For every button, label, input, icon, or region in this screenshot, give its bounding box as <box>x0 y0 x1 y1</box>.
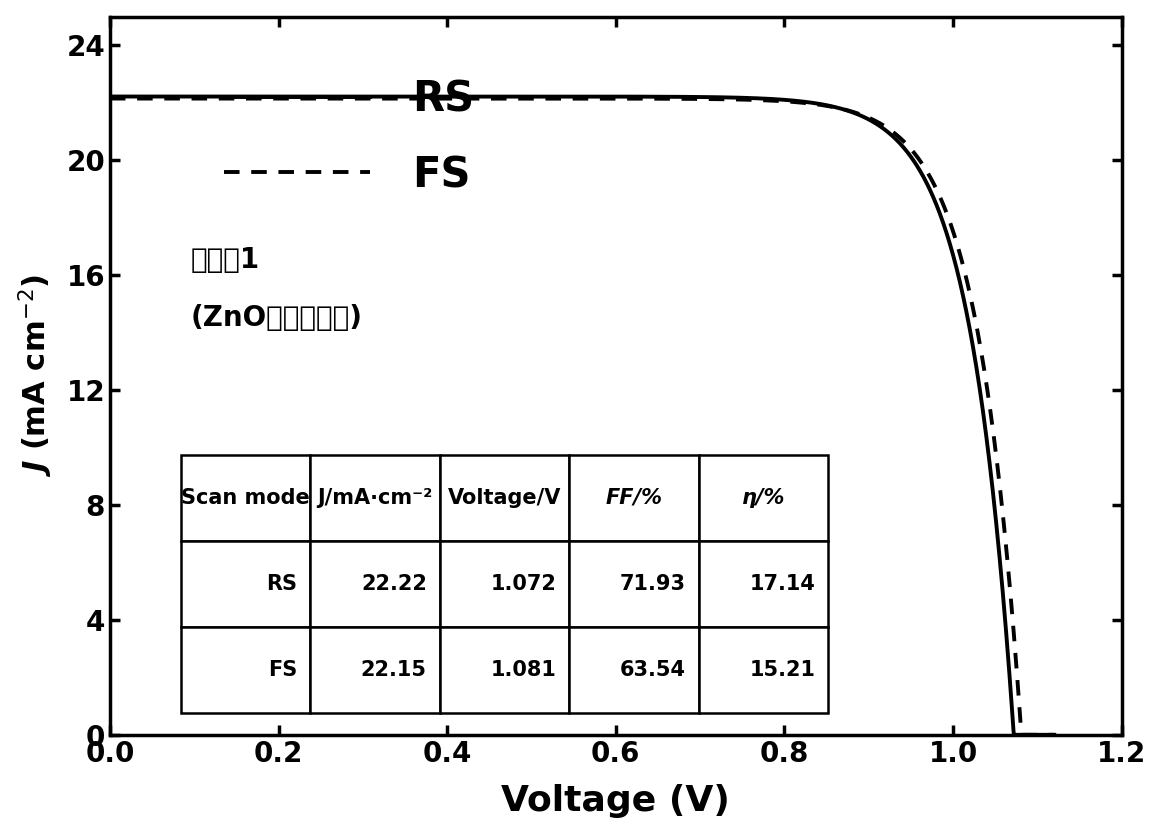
Text: (ZnO未硫化处理): (ZnO未硫化处理) <box>191 304 363 332</box>
X-axis label: Voltage (V): Voltage (V) <box>501 784 730 818</box>
Text: 实施例1: 实施例1 <box>191 246 261 275</box>
Legend: RS, FS: RS, FS <box>212 66 486 209</box>
Y-axis label: $\bfit{J}$ (mA cm$^{-2}$): $\bfit{J}$ (mA cm$^{-2}$) <box>16 275 55 477</box>
